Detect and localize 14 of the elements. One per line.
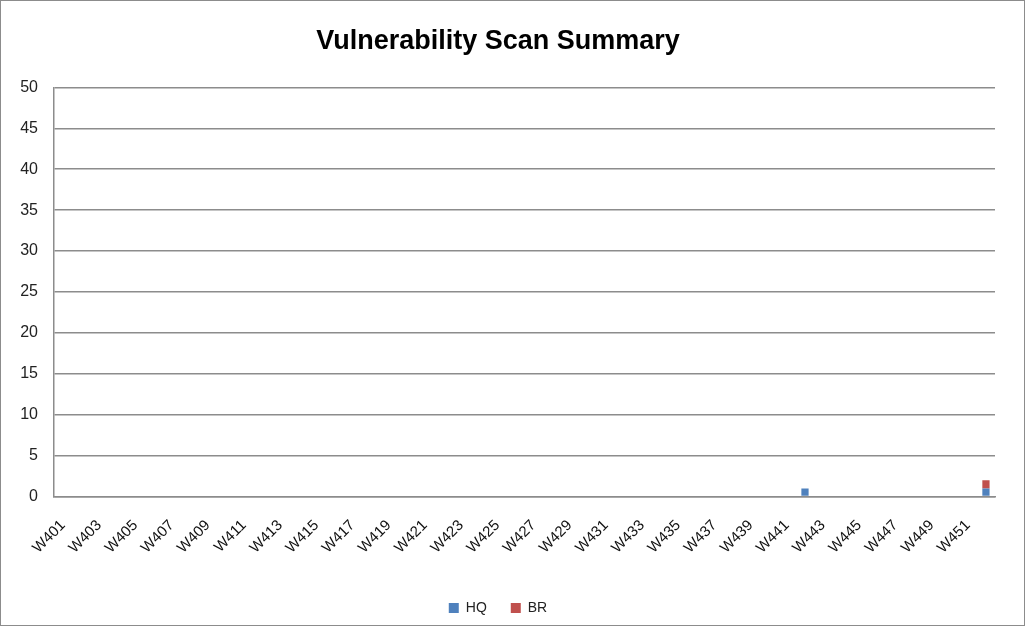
legend-label: BR xyxy=(527,598,548,615)
y-tick-label: 20 xyxy=(20,323,39,341)
legend-label: HQ xyxy=(465,598,487,615)
y-tick-label: 15 xyxy=(20,364,39,382)
y-tick-label: 45 xyxy=(20,118,39,136)
y-tick-label: 0 xyxy=(29,486,39,504)
y-tick-label: 35 xyxy=(20,200,39,218)
y-tick-label: 40 xyxy=(20,159,39,177)
y-tick-label: 10 xyxy=(20,405,39,423)
y-tick-label: 30 xyxy=(20,241,39,259)
y-tick-label: 5 xyxy=(29,446,39,464)
y-tick-label: 25 xyxy=(20,282,39,300)
y-tick-label: 50 xyxy=(20,77,39,95)
chart-title: Vulnerability Scan Summary xyxy=(316,24,680,55)
